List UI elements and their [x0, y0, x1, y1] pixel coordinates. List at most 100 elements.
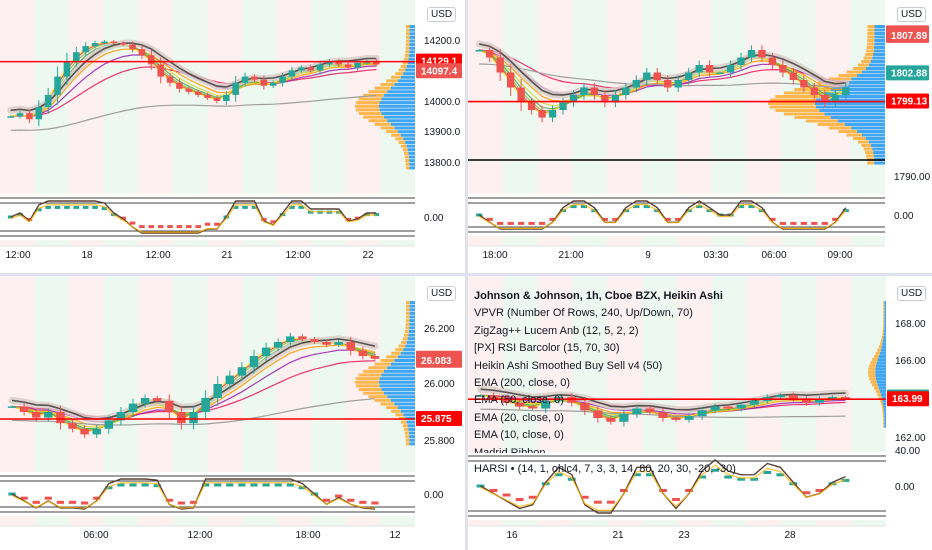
oscillator-candle — [298, 486, 306, 490]
volume-bar-up — [409, 35, 415, 39]
candle-body — [814, 399, 824, 403]
volume-bar-down — [402, 337, 408, 341]
volume-bar-down — [374, 398, 391, 402]
volume-bar-down — [404, 155, 409, 159]
volume-bar-down — [404, 427, 409, 431]
oscillator-candle — [64, 205, 70, 209]
indicator-label[interactable]: EMA (20, close, 0) — [474, 411, 564, 424]
oscillator-candle — [646, 473, 654, 477]
volume-bar-up — [379, 377, 415, 381]
indicator-label[interactable]: ZigZag++ Lucem Anb (12, 5, 2, 2) — [474, 324, 639, 337]
time-tick-label: 28 — [784, 530, 796, 541]
volume-bar-up — [409, 43, 415, 47]
oscillator-candle — [7, 215, 14, 219]
candle-body — [695, 65, 703, 73]
volume-bar-up — [406, 420, 415, 424]
oscillator-candle — [45, 205, 51, 209]
oscillator-candle — [165, 498, 173, 502]
indicator-label[interactable]: EMA (10, close, 0) — [474, 429, 564, 442]
candle-body — [269, 82, 277, 86]
oscillator-candle — [157, 225, 164, 229]
time-tick-label: 21:00 — [558, 250, 583, 261]
candle-body — [606, 418, 616, 422]
oscillator-candle — [289, 205, 295, 209]
volume-bar-up — [400, 409, 415, 413]
candle-body — [110, 41, 118, 44]
oscillator-candle — [580, 205, 588, 209]
oscillator-legend: HARSI • (14, 1, ohlc4, 7, 3, 3, 14, 80, … — [474, 461, 736, 478]
oscillator-candle — [737, 477, 746, 481]
candle-body — [286, 336, 295, 342]
oscillator-candle — [186, 225, 192, 229]
candle-body — [344, 64, 352, 68]
chart-panel-bottom-right[interactable]: 168.00166.00162.00164.08163.990.0040.001… — [468, 276, 932, 550]
time-tick-label: 18 — [81, 250, 93, 261]
oscillator-candle — [26, 217, 33, 221]
oscillator-candle — [250, 483, 258, 487]
volume-bar-down — [405, 435, 410, 439]
volume-bar-up — [408, 431, 415, 435]
time-tick-label: 18:00 — [482, 250, 507, 261]
volume-bar-down — [395, 137, 404, 141]
volume-bar-up — [381, 97, 415, 101]
volume-bar-down — [374, 122, 391, 126]
oscillator-signal-line — [478, 203, 847, 229]
volume-bar-down — [853, 137, 866, 140]
time-tick-label: 06:00 — [761, 250, 786, 261]
volume-bar-up — [409, 438, 415, 442]
oscillator-candle — [214, 222, 220, 226]
volume-bar-up — [875, 364, 886, 368]
candle-body — [326, 61, 333, 65]
candle-body — [152, 398, 162, 401]
currency-label[interactable]: USD — [897, 7, 927, 22]
volume-bar-down — [395, 413, 404, 417]
volume-bar-up — [409, 159, 415, 163]
currency-label[interactable]: USD — [427, 7, 457, 22]
candle-body — [73, 52, 80, 62]
volume-bar-up — [403, 137, 415, 141]
oscillator-background — [468, 452, 886, 520]
panel-divider-horizontal[interactable] — [0, 273, 932, 276]
indicator-label[interactable]: Heikin Ashi Smoothed Buy Sell v4 (50) — [474, 359, 663, 372]
volume-bar-up — [405, 68, 415, 72]
volume-bar-up — [865, 67, 885, 70]
oscillator-title[interactable]: HARSI • (14, 1, ohlc4, 7, 3, 3, 14, 80, … — [474, 463, 736, 475]
chart-svg: 1790.001808.211807.891802.881799.130.001… — [468, 0, 932, 273]
indicator-label[interactable]: [PX] RSI Barcolor (15, 70, 30) — [474, 342, 620, 355]
indicator-label[interactable]: Madrid Ribbon — [474, 446, 546, 453]
oscillator-candle — [685, 489, 693, 492]
candle-body — [590, 87, 599, 95]
oscillator-candle — [54, 205, 61, 209]
volume-bar-down — [883, 313, 885, 317]
candle-body — [653, 72, 661, 80]
indicator-label[interactable]: EMA (200, close, 0) — [474, 377, 570, 390]
volume-bar-down — [374, 86, 391, 90]
symbol-title[interactable]: Johnson & Johnson, 1h, Cboe BZX, Heikin … — [474, 290, 723, 302]
currency-label[interactable]: USD — [427, 286, 457, 301]
currency-label[interactable]: USD — [897, 286, 927, 301]
candle-body — [580, 87, 588, 95]
chart-panel-bottom-left[interactable]: 26.20026.00025.80026.09026.08325.8750.00… — [0, 276, 465, 550]
volume-bar-up — [884, 326, 886, 330]
oscillator-candle — [117, 483, 125, 487]
chart-panel-top-right[interactable]: 1790.001808.211807.891802.881799.130.001… — [468, 0, 932, 273]
price-badge — [416, 352, 462, 368]
volume-bar-up — [383, 93, 415, 97]
indicator-label[interactable]: EMA (50, close, 0) — [474, 394, 564, 407]
chart-panel-top-left[interactable]: 14200.0 14000.0 13900.0 13800.0 14129.1 14097… — [0, 0, 465, 273]
volume-bar-up — [409, 319, 415, 323]
oscillator-candle — [81, 501, 89, 505]
indicator-label[interactable]: VPVR (Number Of Rows, 240, Up/Down, 70) — [474, 307, 693, 320]
volume-bar-up — [884, 421, 886, 425]
oscillator-candle — [769, 217, 776, 221]
time-tick-label: 12 — [389, 530, 401, 541]
volume-bar-down — [868, 367, 876, 371]
oscillator-candle — [153, 484, 161, 488]
candle-body — [91, 43, 99, 47]
chart-svg: 14200.0 14000.0 13900.0 13800.0 14129.114097… — [0, 0, 465, 273]
volume-bar-down — [817, 123, 845, 126]
candle-body — [697, 410, 707, 417]
volume-bar-up — [409, 311, 415, 315]
time-tick-label: 12:00 — [285, 250, 310, 261]
volume-bar-down — [872, 358, 878, 362]
